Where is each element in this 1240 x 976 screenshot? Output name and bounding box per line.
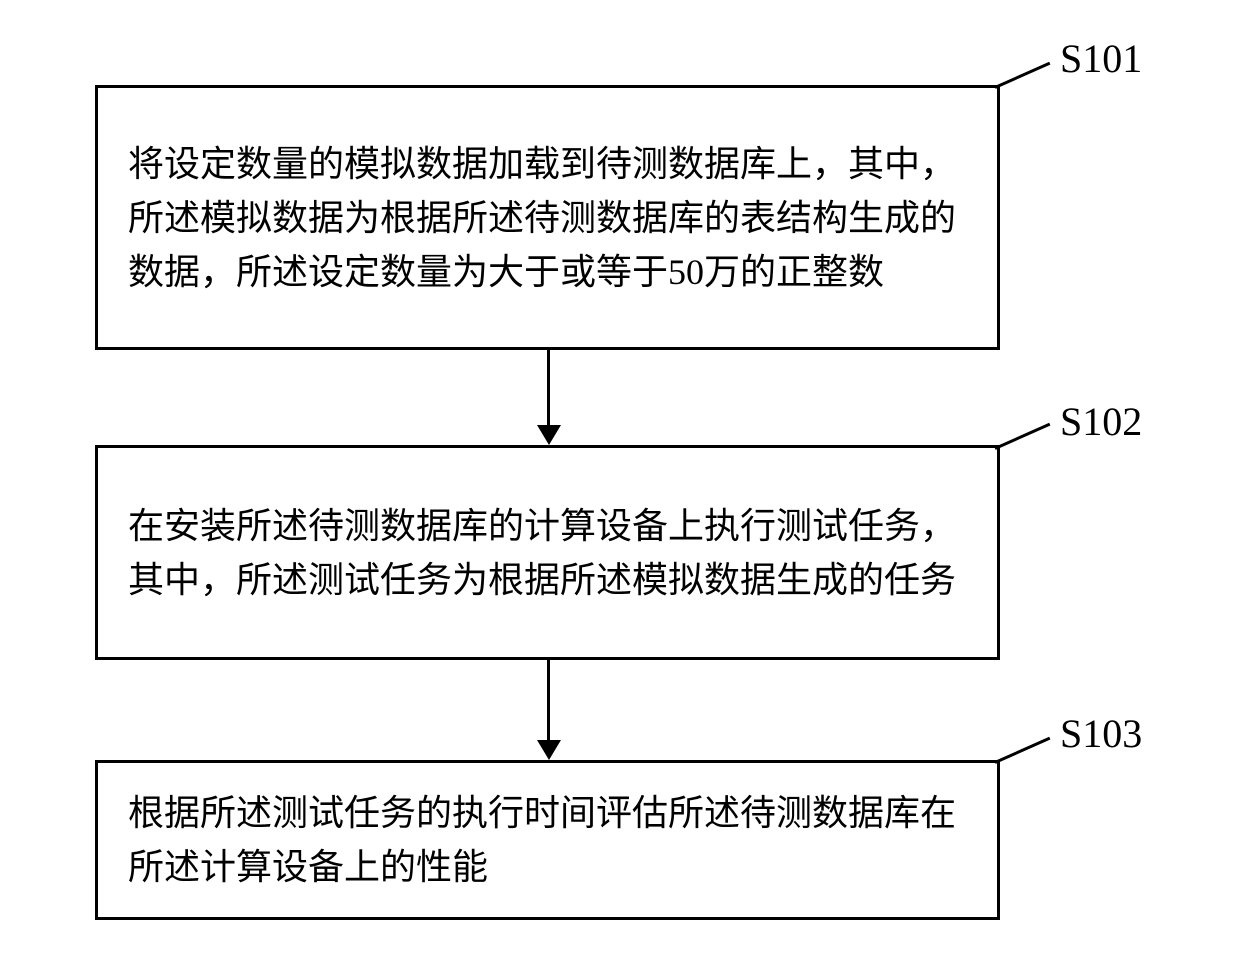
arrow-head-1 (537, 425, 561, 445)
step-text-s101: 将设定数量的模拟数据加载到待测数据库上，其中，所述模拟数据为根据所述待测数据库的… (128, 137, 967, 299)
step-text-s102: 在安装所述待测数据库的计算设备上执行测试任务，其中，所述测试任务为根据所述模拟数… (128, 499, 967, 607)
arrow-head-2 (537, 740, 561, 760)
step-label-s103: S103 (1060, 710, 1142, 757)
step-label-s101: S101 (1060, 35, 1142, 82)
flowchart-step-s101: 将设定数量的模拟数据加载到待测数据库上，其中，所述模拟数据为根据所述待测数据库的… (95, 85, 1000, 350)
label-connector-s101 (994, 62, 1050, 89)
flowchart-step-s102: 在安装所述待测数据库的计算设备上执行测试任务，其中，所述测试任务为根据所述模拟数… (95, 445, 1000, 660)
arrow-line-1 (547, 350, 550, 425)
step-label-s102: S102 (1060, 398, 1142, 445)
label-connector-s103 (994, 737, 1050, 764)
flowchart-step-s103: 根据所述测试任务的执行时间评估所述待测数据库在所述计算设备上的性能 (95, 760, 1000, 920)
step-text-s103: 根据所述测试任务的执行时间评估所述待测数据库在所述计算设备上的性能 (128, 786, 967, 894)
label-connector-s102 (994, 423, 1050, 450)
arrow-line-2 (547, 660, 550, 740)
